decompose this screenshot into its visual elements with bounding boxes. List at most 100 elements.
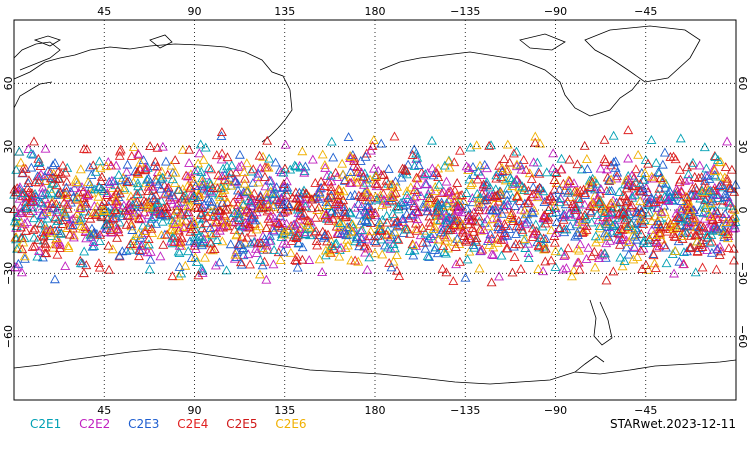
observation-marker bbox=[45, 173, 56, 183]
observation-marker bbox=[656, 208, 667, 218]
observation-marker bbox=[515, 196, 525, 205]
observation-marker bbox=[441, 176, 452, 186]
observation-marker bbox=[133, 148, 144, 158]
observation-marker bbox=[51, 239, 62, 249]
observation-marker bbox=[19, 218, 30, 228]
legend: C2E1 C2E2 C2E3 C2E4 C2E5 C2E6 bbox=[30, 417, 321, 431]
observation-marker bbox=[422, 206, 433, 216]
observation-marker bbox=[143, 173, 154, 183]
observation-marker bbox=[437, 263, 448, 273]
observation-marker bbox=[87, 241, 98, 251]
observation-marker bbox=[143, 186, 154, 196]
observation-marker bbox=[623, 220, 634, 230]
observation-marker bbox=[520, 219, 530, 229]
observation-marker bbox=[36, 198, 47, 208]
observation-marker bbox=[182, 201, 193, 211]
observation-marker bbox=[555, 193, 566, 203]
legend-c2e5: C2E5 bbox=[226, 417, 258, 431]
observation-marker bbox=[465, 233, 476, 243]
observation-marker bbox=[333, 204, 344, 214]
observation-marker bbox=[337, 158, 348, 168]
observation-marker bbox=[613, 209, 624, 219]
observation-marker bbox=[303, 222, 314, 232]
observation-marker bbox=[462, 254, 473, 264]
observation-marker bbox=[722, 173, 733, 183]
observation-marker bbox=[637, 263, 648, 273]
observation-marker bbox=[636, 228, 647, 238]
observation-marker bbox=[611, 173, 622, 183]
observation-marker bbox=[601, 238, 612, 248]
observation-marker bbox=[256, 237, 267, 247]
observation-marker bbox=[202, 193, 213, 203]
observation-marker bbox=[118, 172, 129, 182]
observation-marker bbox=[422, 202, 433, 212]
observation-marker bbox=[47, 198, 57, 208]
observation-marker bbox=[222, 152, 233, 162]
observation-marker bbox=[504, 224, 515, 234]
observation-marker bbox=[59, 197, 70, 207]
observation-marker bbox=[452, 177, 463, 187]
observation-marker bbox=[651, 236, 662, 246]
observation-marker bbox=[554, 184, 565, 194]
observation-marker bbox=[572, 230, 583, 240]
observation-marker bbox=[268, 259, 279, 269]
observation-marker bbox=[412, 187, 423, 197]
observation-marker bbox=[23, 178, 34, 188]
observation-marker bbox=[478, 179, 489, 189]
observation-marker bbox=[502, 164, 513, 174]
observation-marker bbox=[177, 193, 188, 203]
x-tick-label: 90 bbox=[188, 5, 202, 18]
observation-marker bbox=[449, 157, 460, 167]
observation-marker bbox=[722, 228, 733, 238]
observation-marker bbox=[690, 191, 701, 201]
x-tick-label: −45 bbox=[634, 404, 657, 417]
observation-marker bbox=[676, 185, 687, 195]
observation-marker bbox=[471, 140, 482, 150]
observation-marker bbox=[152, 142, 163, 152]
observation-marker bbox=[690, 182, 701, 192]
observation-marker bbox=[720, 162, 731, 171]
observation-marker bbox=[538, 213, 549, 223]
observation-marker bbox=[140, 162, 151, 172]
observation-marker bbox=[112, 232, 123, 242]
observation-marker bbox=[720, 208, 731, 218]
observation-marker bbox=[677, 233, 688, 243]
observation-marker bbox=[698, 222, 709, 232]
observation-marker bbox=[231, 167, 241, 177]
observation-marker bbox=[347, 226, 358, 236]
observation-marker bbox=[157, 141, 168, 151]
observation-marker bbox=[258, 202, 269, 212]
observation-marker bbox=[201, 218, 212, 228]
observation-marker bbox=[563, 243, 574, 253]
observation-marker bbox=[428, 170, 439, 180]
observation-marker bbox=[23, 175, 34, 185]
observation-marker bbox=[139, 195, 150, 205]
observation-marker bbox=[14, 193, 25, 203]
observation-marker bbox=[241, 205, 252, 215]
observation-marker bbox=[147, 181, 158, 191]
observation-marker bbox=[38, 227, 49, 237]
observation-marker bbox=[38, 208, 49, 218]
observation-marker bbox=[110, 204, 121, 214]
observation-marker bbox=[717, 212, 728, 222]
observation-marker bbox=[323, 176, 334, 186]
observation-marker bbox=[114, 250, 125, 260]
observation-marker bbox=[267, 225, 278, 235]
observation-marker bbox=[424, 251, 435, 261]
observation-marker bbox=[368, 134, 379, 144]
observation-marker bbox=[692, 236, 703, 246]
observation-marker bbox=[162, 183, 173, 193]
observation-marker bbox=[34, 245, 44, 255]
observation-marker bbox=[88, 237, 99, 247]
observation-marker bbox=[500, 175, 511, 185]
observation-marker bbox=[303, 220, 313, 230]
observation-marker bbox=[549, 175, 560, 184]
observation-marker bbox=[661, 242, 671, 252]
observation-marker bbox=[207, 187, 218, 197]
observation-marker bbox=[212, 183, 223, 193]
observation-marker bbox=[416, 190, 426, 200]
observation-marker bbox=[486, 249, 497, 259]
observation-marker bbox=[504, 157, 515, 167]
observation-marker bbox=[407, 209, 418, 219]
observation-marker bbox=[405, 182, 416, 192]
